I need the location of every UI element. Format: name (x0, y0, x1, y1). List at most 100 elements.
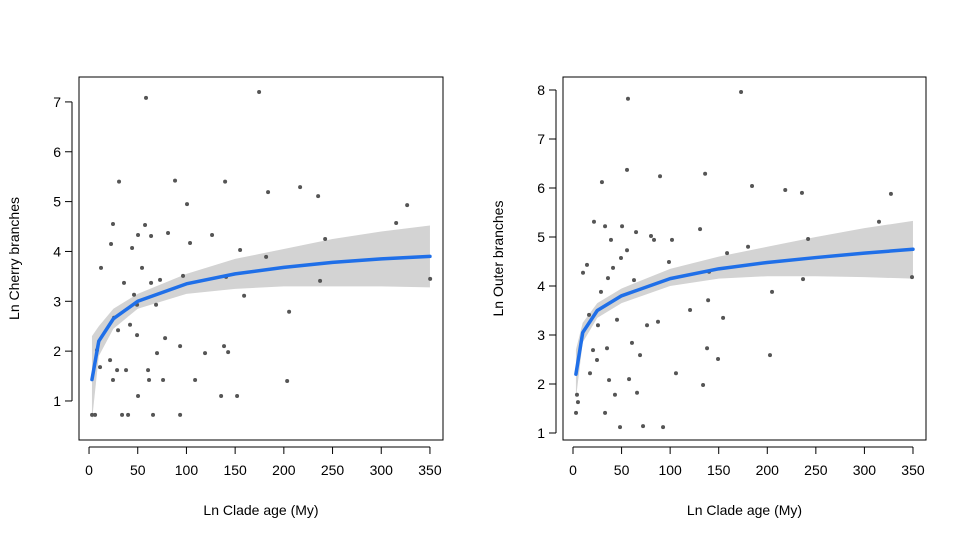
plot-frame (78, 76, 444, 441)
data-point (193, 378, 198, 383)
data-point (591, 348, 596, 353)
data-point (750, 184, 755, 189)
data-point (257, 89, 262, 94)
data-point (93, 412, 98, 417)
plot-frame (562, 76, 927, 441)
data-point (178, 412, 183, 417)
x-tick-label: 300 (370, 462, 394, 478)
data-point (203, 351, 208, 356)
data-point (99, 265, 104, 270)
data-point (575, 400, 580, 405)
data-point (574, 392, 579, 397)
data-point (149, 233, 154, 238)
data-point (607, 378, 612, 383)
data-point (783, 187, 788, 192)
data-point (428, 276, 433, 281)
data-point (316, 194, 321, 199)
data-point (394, 221, 399, 226)
data-point (770, 289, 775, 294)
data-point (673, 371, 678, 376)
data-point (140, 265, 145, 270)
y-tick-label: 5 (53, 194, 61, 210)
data-point (128, 322, 133, 327)
data-point (703, 171, 708, 176)
data-point (110, 222, 115, 227)
y-axis-label: Ln Outer branches (490, 201, 506, 317)
data-point (144, 95, 149, 100)
data-point (173, 178, 178, 183)
data-point (661, 425, 666, 430)
data-point (266, 190, 271, 195)
data-point (285, 379, 290, 384)
data-point (746, 244, 751, 249)
y-tick-label: 1 (537, 425, 545, 441)
data-point (645, 323, 650, 328)
x-tick-label: 250 (321, 462, 345, 478)
data-point (120, 412, 125, 417)
data-point (146, 368, 151, 373)
data-point (405, 203, 410, 208)
y-tick-label: 2 (53, 343, 61, 359)
data-point (669, 237, 674, 242)
data-point (721, 315, 726, 320)
data-point (603, 224, 608, 229)
data-point (701, 382, 706, 387)
x-tick-label: 0 (85, 462, 93, 478)
x-tick-label: 150 (223, 462, 247, 478)
data-point (235, 393, 240, 398)
data-point (876, 219, 881, 224)
y-tick-label: 6 (53, 144, 61, 160)
data-point (163, 336, 168, 341)
data-point (598, 289, 603, 294)
data-point (154, 302, 159, 307)
data-point (323, 236, 328, 241)
data-point (136, 232, 141, 237)
data-point (143, 223, 148, 228)
data-point (98, 365, 103, 370)
y-tick-label: 4 (53, 243, 61, 259)
data-point (136, 393, 141, 398)
data-point (716, 357, 721, 362)
data-point (658, 174, 663, 179)
x-tick-label: 0 (569, 462, 577, 478)
data-point (698, 227, 703, 232)
data-point (615, 317, 620, 322)
data-point (618, 425, 623, 430)
data-point (318, 278, 323, 283)
data-point (264, 254, 269, 259)
data-point (655, 319, 660, 324)
x-tick-label: 250 (804, 462, 828, 478)
data-point (161, 378, 166, 383)
data-point (632, 278, 637, 283)
data-point (158, 277, 163, 282)
y-tick-label: 1 (53, 393, 61, 409)
data-point (625, 248, 630, 253)
data-point (110, 378, 115, 383)
data-point (242, 293, 247, 298)
data-point (910, 275, 915, 280)
x-tick-label: 100 (175, 462, 199, 478)
data-point (188, 240, 193, 245)
data-point (185, 202, 190, 207)
data-point (124, 368, 129, 373)
data-point (605, 346, 610, 351)
data-point (166, 231, 171, 236)
y-axis-label: Ln Cherry branches (6, 197, 22, 320)
data-point (666, 259, 671, 264)
data-point (801, 277, 806, 282)
x-tick-label: 350 (901, 462, 925, 478)
y-tick-label: 4 (537, 278, 545, 294)
y-tick-label: 7 (537, 131, 545, 147)
data-point (178, 344, 183, 349)
data-point (635, 390, 640, 395)
data-point (608, 237, 613, 242)
x-tick-label: 50 (130, 462, 146, 478)
data-point (108, 358, 113, 363)
data-point (574, 410, 579, 415)
y-tick-label: 3 (537, 327, 545, 343)
x-tick-label: 300 (853, 462, 877, 478)
data-point (223, 179, 228, 184)
y-tick-label: 7 (53, 94, 61, 110)
data-point (625, 96, 630, 101)
